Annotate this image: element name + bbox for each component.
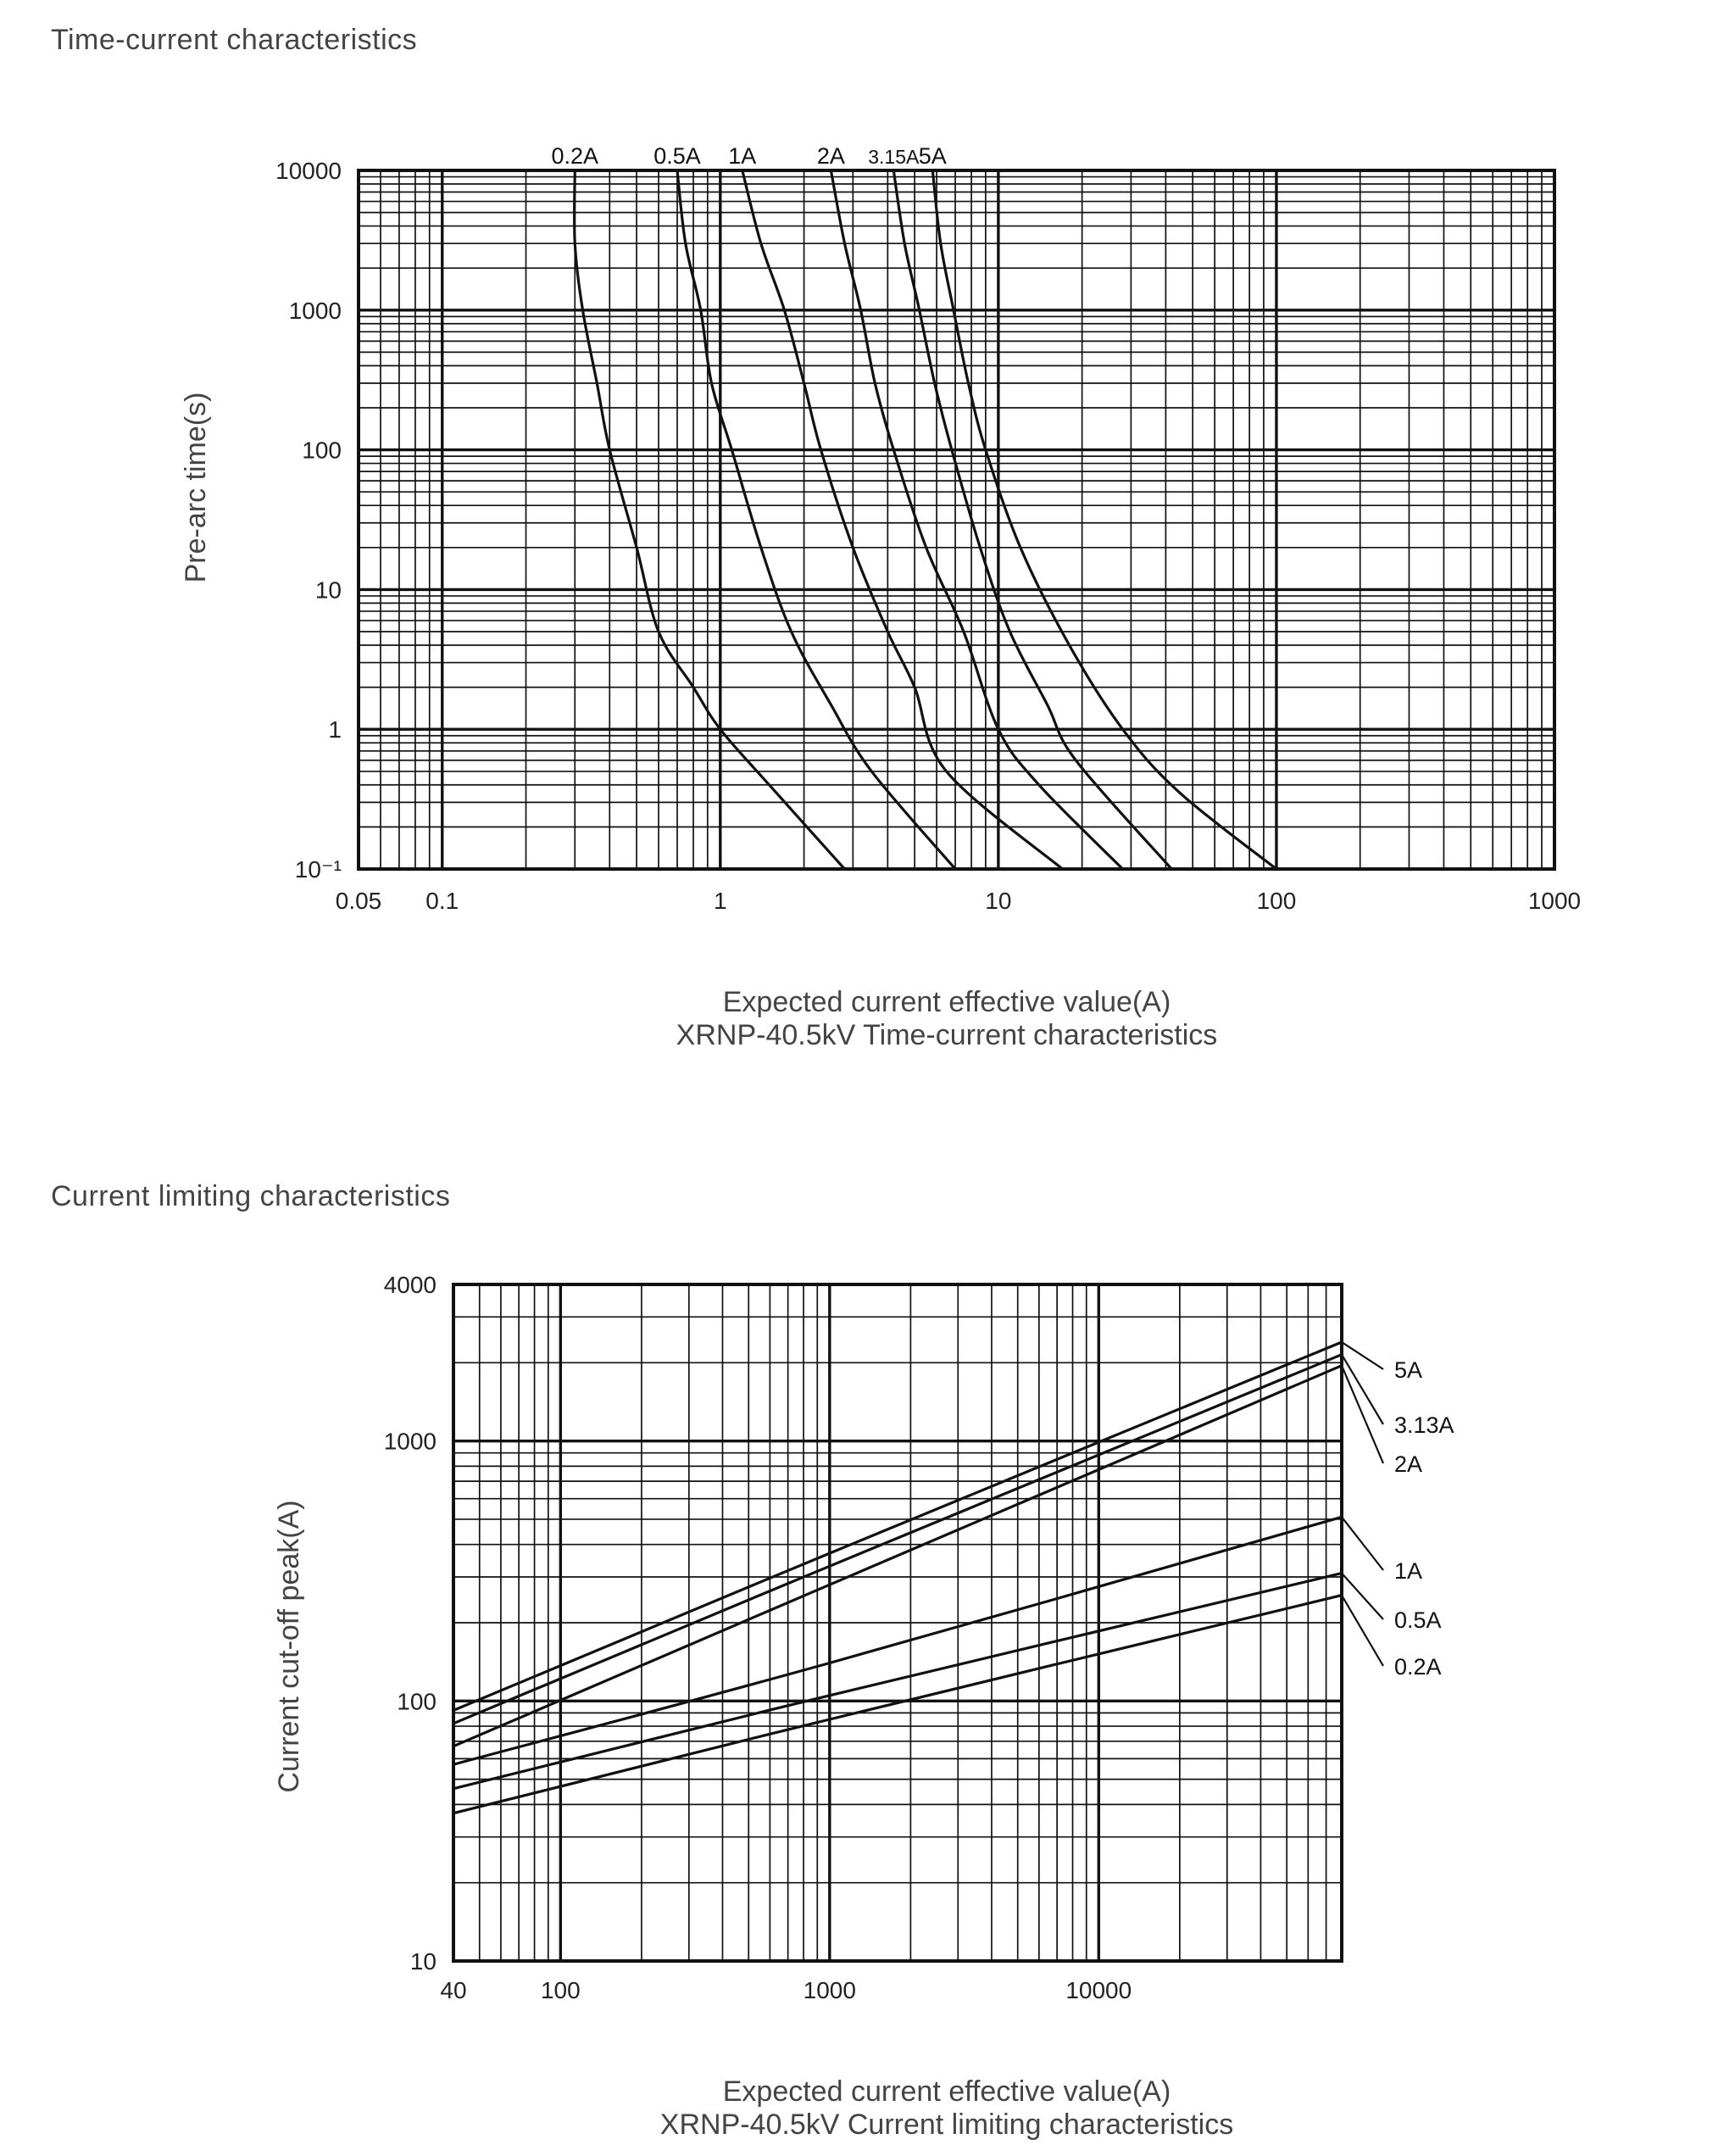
time-current-x-axis-title: Expected current effective value(A) — [723, 986, 1171, 1018]
y-tick-label: 100 — [302, 437, 342, 464]
time-current-tick-labels: 0.05 0.1 1 10 100 1000 10000 1000 100 10 1 10⁻¹ — [275, 158, 1581, 914]
x-tick-label: 40 — [440, 1977, 466, 2003]
leader-line — [1340, 1365, 1385, 1464]
current-limiting-curve-labels: 5A 3.13A 2A 1A 0.5A 0.2A — [1340, 1341, 1454, 1680]
curve-5A — [453, 1340, 1343, 1712]
current-limiting-chart-caption: XRNP-40.5kV Current limiting characteris… — [660, 2109, 1233, 2141]
y-tick-label: 10 — [410, 1948, 437, 1975]
x-tick-label: 1 — [714, 888, 727, 914]
curve-1A — [741, 170, 1064, 871]
time-current-chart-caption: XRNP-40.5kV Time-current characteristics — [676, 1019, 1218, 1051]
current-limiting-grid — [452, 1283, 1343, 1963]
curve-2A — [453, 1364, 1343, 1748]
curve-3.15A — [892, 170, 1173, 871]
time-current-curve-labels: 0.2A 0.5A 1A 2A 3.15A 5A — [552, 143, 947, 169]
curve-label-2A: 2A — [1394, 1451, 1422, 1477]
leader-line — [1341, 1572, 1384, 1620]
leader-line — [1341, 1354, 1384, 1425]
time-current-y-axis-title: Pre-arc time(s) — [180, 393, 212, 583]
curve-label-5A: 5A — [919, 143, 947, 169]
plot-frame — [452, 1283, 1343, 1963]
x-tick-label: 1000 — [1528, 888, 1581, 914]
curve-label-3.13A: 3.13A — [1394, 1412, 1454, 1438]
time-current-curves — [572, 170, 1277, 871]
x-tick-label: 100 — [541, 1977, 581, 2003]
x-tick-label: 10000 — [1065, 1977, 1132, 2003]
x-tick-label: 0.1 — [425, 888, 459, 914]
curve-label-5A: 5A — [1394, 1357, 1422, 1383]
y-tick-label: 1 — [328, 716, 342, 743]
curve-label-0.5A: 0.5A — [653, 143, 701, 169]
curve-0.2A — [453, 1594, 1343, 1815]
curve-0.5A — [453, 1572, 1343, 1791]
y-tick-label: 10 — [315, 577, 342, 603]
current-limiting-curves — [453, 1340, 1343, 1815]
x-tick-label: 100 — [1257, 888, 1297, 914]
time-current-section-title: Time-current characteristics — [51, 24, 418, 56]
curve-0.5A — [676, 170, 957, 871]
current-limiting-x-axis-title: Expected current effective value(A) — [723, 2075, 1171, 2108]
curve-2A — [829, 170, 1124, 871]
curve-label-3.15A: 3.15A — [868, 146, 920, 168]
curve-3.13A — [453, 1353, 1343, 1725]
curve-5A — [931, 170, 1277, 871]
curve-label-0.5A: 0.5A — [1394, 1607, 1442, 1633]
y-tick-label: 10000 — [275, 158, 342, 184]
curve-label-0.2A: 0.2A — [1394, 1654, 1442, 1680]
current-limiting-tick-labels: 40 100 1000 10000 4000 1000 100 10 — [384, 1272, 1132, 2003]
x-tick-label: 10 — [985, 888, 1011, 914]
curve-label-1A: 1A — [1394, 1558, 1422, 1584]
plot-frame — [357, 169, 1556, 871]
y-tick-label: 1000 — [289, 298, 342, 324]
time-current-chart: 0.05 0.1 1 10 100 1000 10000 1000 100 10 1 10⁻¹ 0.2… — [180, 143, 1581, 1051]
x-tick-label: 0.05 — [336, 888, 382, 914]
x-tick-label: 1000 — [804, 1977, 856, 2003]
curve-label-0.2A: 0.2A — [552, 143, 599, 169]
y-tick-label: 1000 — [384, 1429, 437, 1455]
current-limiting-y-axis-title: Current cut-off peak(A) — [273, 1500, 305, 1792]
curve-0.2A — [572, 170, 846, 871]
y-tick-label: 4000 — [384, 1272, 437, 1298]
curve-label-2A: 2A — [817, 143, 845, 169]
y-tick-label: 100 — [397, 1688, 437, 1714]
current-limiting-section-title: Current limiting characteristics — [51, 1180, 451, 1212]
y-tick-label: 10⁻¹ — [295, 856, 342, 883]
curve-label-1A: 1A — [728, 143, 756, 169]
leader-line — [1341, 1595, 1384, 1667]
leader-line — [1341, 1341, 1384, 1370]
leader-line — [1341, 1516, 1384, 1571]
time-current-grid — [357, 169, 1556, 871]
curve-1A — [453, 1515, 1343, 1766]
